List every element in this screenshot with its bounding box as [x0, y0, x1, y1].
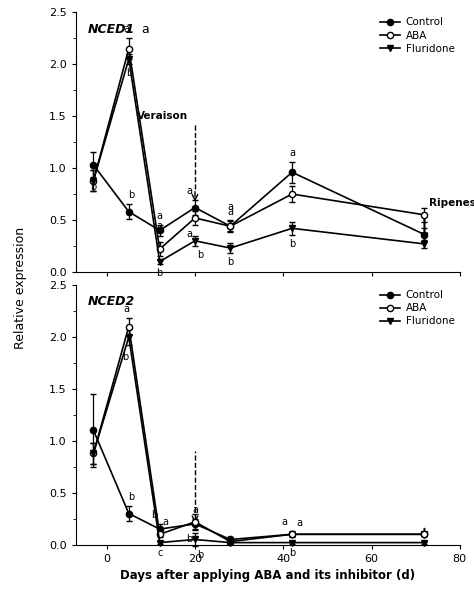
Text: b: b [227, 258, 233, 267]
Text: a: a [187, 230, 193, 239]
Text: b: b [151, 510, 157, 520]
Text: b: b [197, 550, 203, 560]
Text: Ripeness: Ripeness [429, 198, 474, 207]
Text: a: a [157, 211, 163, 221]
Text: b: b [289, 239, 295, 248]
Text: b: b [126, 69, 132, 78]
Legend: Control, ABA, Fluridone: Control, ABA, Fluridone [380, 18, 455, 54]
Text: b: b [123, 353, 129, 362]
Text: a: a [228, 207, 233, 217]
Text: a: a [297, 518, 302, 528]
Text: a: a [141, 23, 149, 35]
Text: Veraison: Veraison [137, 111, 188, 121]
Text: a: a [124, 24, 129, 34]
Text: a: a [187, 186, 193, 196]
Text: b: b [128, 492, 134, 502]
Legend: Control, ABA, Fluridone: Control, ABA, Fluridone [380, 290, 455, 326]
Text: a: a [124, 304, 129, 314]
Text: a: a [157, 222, 163, 231]
Text: a: a [289, 168, 295, 177]
Text: a: a [289, 147, 295, 158]
Text: b: b [156, 268, 163, 278]
Text: b: b [289, 548, 295, 558]
Text: a: a [282, 517, 288, 527]
Text: b: b [128, 190, 134, 200]
Text: a: a [162, 517, 168, 527]
Text: NCED2: NCED2 [87, 296, 135, 308]
Text: Relative expression: Relative expression [14, 226, 27, 349]
Text: b: b [91, 182, 97, 192]
Text: NCED1: NCED1 [87, 23, 135, 35]
Text: c: c [157, 548, 163, 558]
Text: b: b [187, 534, 193, 544]
X-axis label: Days after applying ABA and its inhibitor (d): Days after applying ABA and its inhibito… [120, 569, 415, 582]
Text: b: b [197, 250, 203, 260]
Text: a: a [228, 202, 233, 212]
Text: a: a [192, 504, 198, 515]
